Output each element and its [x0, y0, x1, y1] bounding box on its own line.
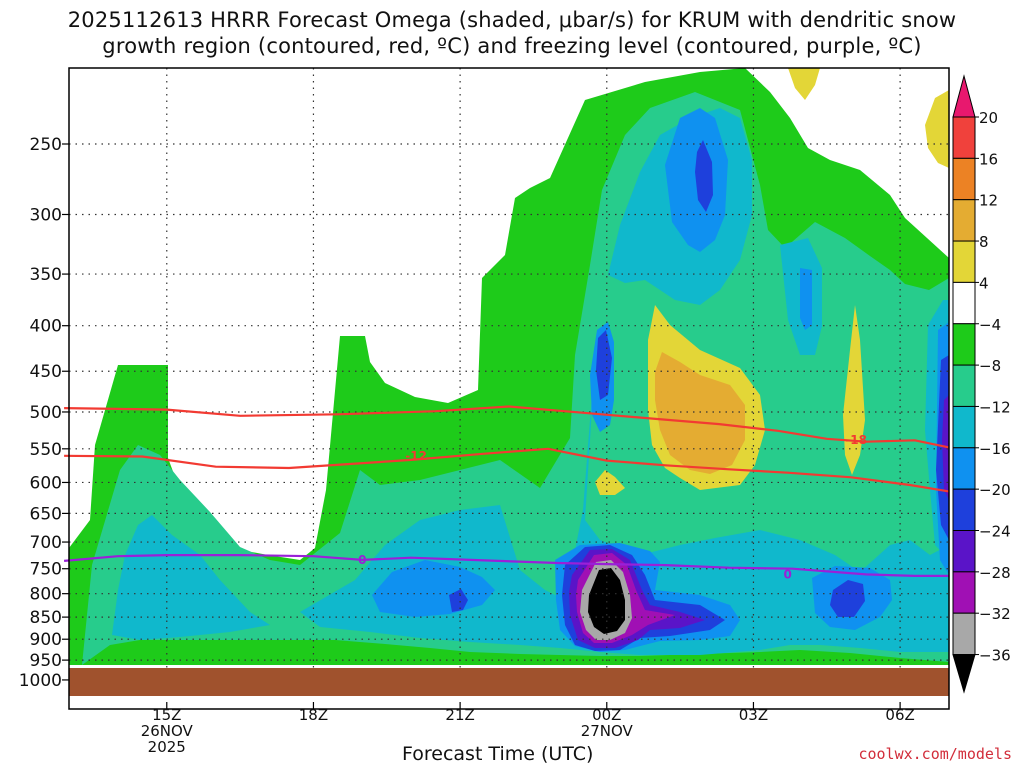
contour-line [64, 554, 949, 577]
y-tick-label: 300 [30, 205, 62, 225]
colorbar-tick-label: −32 [979, 605, 1011, 623]
colorbar-tick-label: 12 [979, 192, 998, 210]
colorbar-bin [952, 488, 976, 531]
colorbar-bin [952, 323, 976, 366]
colorbar-bin [952, 530, 976, 573]
x-axis-label: Forecast Time (UTC) [402, 743, 594, 765]
contour-line [64, 447, 950, 493]
colorbar-bin [952, 199, 976, 242]
colorbar-tick-label: −20 [979, 481, 1011, 499]
colorbar-tick-label: −12 [979, 398, 1011, 416]
colorbar-tick-label: −24 [979, 523, 1011, 541]
colorbar-bin [952, 240, 976, 283]
colorbar-bin [952, 612, 976, 656]
ground-terrain [69, 668, 949, 696]
colorbar-tick-label: −36 [979, 647, 1011, 665]
colorbar-tick-label: 4 [979, 274, 989, 292]
colorbar-tick-label: 16 [979, 150, 998, 168]
y-tick-label: 900 [30, 630, 62, 650]
y-tick-label: 600 [30, 473, 62, 493]
x-tick-label: 21Z [445, 706, 474, 724]
colorbar-bin [952, 447, 976, 490]
contour-label: -12 [405, 449, 427, 463]
colorbar-bin [952, 281, 976, 325]
plot-frame [68, 67, 950, 710]
contour-label: -18 [845, 433, 867, 447]
omega-region-plus8 [655, 352, 745, 474]
y-tick-label: 350 [30, 265, 62, 285]
colorbar-tick-label: −16 [979, 440, 1011, 458]
omega-region-minus16 [372, 108, 949, 652]
y-tick-label: 500 [30, 403, 62, 423]
x-tick-label: 15Z [152, 706, 181, 724]
colorbar-arrow-top [952, 74, 976, 118]
colorbar: 20 16 12 8 4 −4 −8 −12 −16 −20 −24 −28 −32 −36 [952, 74, 1011, 694]
colorbar-bin [952, 364, 976, 407]
y-tick-label: 550 [30, 440, 62, 460]
y-axis: 2503003504004505005506006507007508008509… [19, 135, 69, 691]
x-tick-label: 03Z [739, 706, 768, 724]
y-tick-label: 450 [30, 362, 62, 382]
chart-title-line2: growth region (contoured, red, ºC) and f… [102, 34, 922, 58]
y-tick-label: 750 [30, 560, 62, 580]
x-tick-label: 27NOV [581, 722, 634, 740]
contour-label: 0 [358, 553, 366, 567]
contour-line [64, 405, 950, 449]
x-tick-label: 26NOV [141, 722, 194, 740]
colorbar-tick-label: 8 [979, 233, 989, 251]
contour-lines: -12 -18 0 0 [64, 405, 950, 581]
y-tick-label: 800 [30, 585, 62, 605]
y-tick-label: 400 [30, 317, 62, 337]
colorbar-tick-label: −8 [979, 357, 1001, 375]
x-tick-label: 06Z [885, 706, 914, 724]
chart-title-line1: 2025112613 HRRR Forecast Omega (shaded, … [67, 8, 957, 32]
gridlines [69, 68, 949, 668]
omega-shaded-field [69, 68, 949, 668]
x-tick-label: 2025 [148, 738, 186, 756]
y-tick-label: 850 [30, 608, 62, 628]
colorbar-bin [952, 157, 976, 201]
omega-region-minus12 [112, 108, 949, 655]
colorbar-bin [952, 405, 976, 449]
colorbar-bin [952, 116, 976, 159]
y-tick-label: 650 [30, 504, 62, 524]
contour-label: 0 [783, 567, 791, 581]
y-tick-label: 950 [30, 651, 62, 671]
y-tick-label: 700 [30, 533, 62, 553]
x-tick-label: 00Z [592, 706, 621, 724]
colorbar-tick-label: 20 [979, 109, 998, 127]
colorbar-tick-label: −28 [979, 564, 1011, 582]
colorbar-tick-label: −4 [979, 316, 1001, 334]
y-tick-label: 1000 [19, 671, 62, 691]
y-tick-label: 250 [30, 135, 62, 155]
x-tick-label: 18Z [299, 706, 328, 724]
credit-link[interactable]: coolwx.com/models [858, 745, 1012, 763]
colorbar-bin [952, 571, 976, 614]
colorbar-arrow-bottom [952, 654, 976, 694]
